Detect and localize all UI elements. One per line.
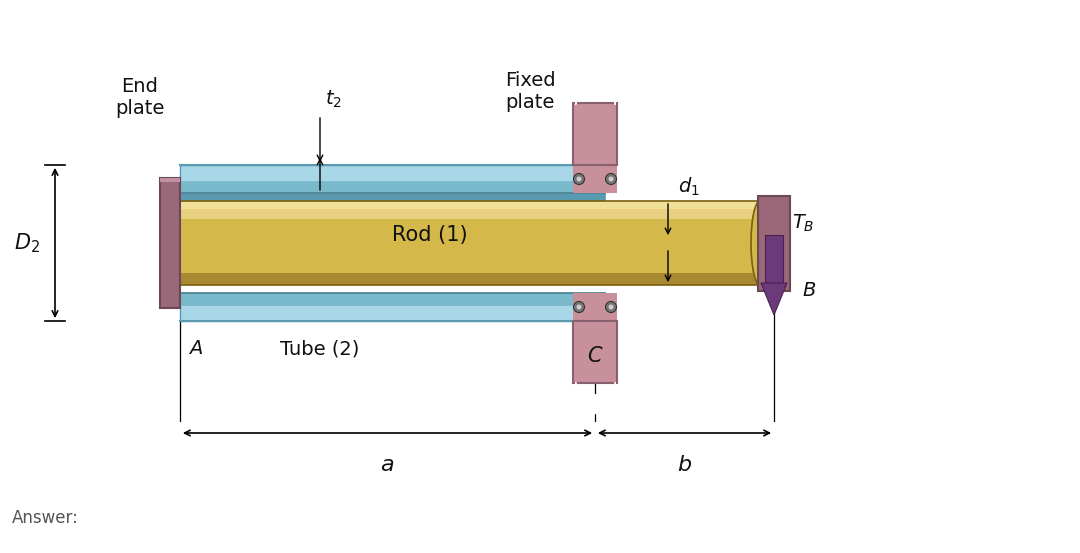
Bar [758,196,789,290]
Bar [180,293,605,321]
Bar [172,201,760,219]
Circle shape [606,174,617,185]
Polygon shape [761,283,787,315]
Bar [172,201,760,285]
Text: $d_1$: $d_1$ [678,176,700,198]
Text: $T_B$: $T_B$ [792,212,814,234]
Bar [573,103,617,165]
Bar [172,273,760,285]
Bar [172,213,760,273]
Text: $C$: $C$ [586,346,604,366]
Text: End
plate: End plate [116,77,164,118]
Circle shape [577,305,581,310]
Bar [573,293,617,321]
Bar [180,165,605,193]
Text: Answer:: Answer: [12,509,79,527]
Bar [573,165,617,193]
Bar [180,181,605,193]
Circle shape [573,301,584,312]
Bar [180,193,605,203]
Circle shape [608,176,613,181]
Text: $t_2$: $t_2$ [325,88,342,110]
Text: Fixed
plate: Fixed plate [504,70,555,112]
Circle shape [606,301,617,312]
Text: Rod (1): Rod (1) [392,225,468,245]
Text: $A$: $A$ [188,339,203,358]
Text: $D_2$: $D_2$ [14,231,40,255]
Circle shape [608,305,613,310]
Bar [765,235,783,283]
Bar [172,201,760,209]
Circle shape [573,174,584,185]
Bar [573,321,617,383]
Text: $b$: $b$ [677,455,692,475]
Bar [180,293,605,305]
Text: Tube (2): Tube (2) [281,340,360,358]
Circle shape [577,176,581,181]
Bar [160,178,180,308]
Text: $B$: $B$ [802,281,816,300]
Bar [160,178,180,182]
Text: $a$: $a$ [380,455,394,475]
Bar [180,293,605,303]
Ellipse shape [751,201,769,285]
